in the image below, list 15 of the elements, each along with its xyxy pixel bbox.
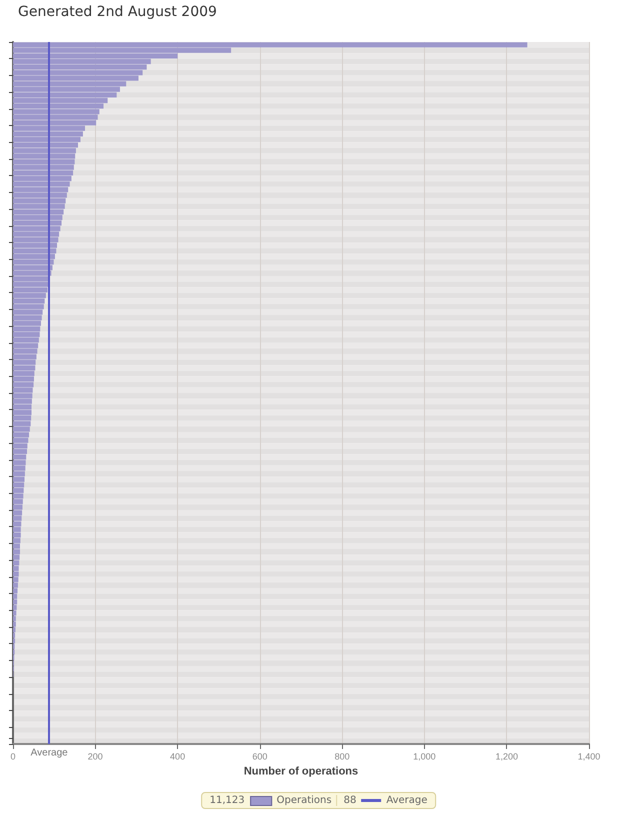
x-tick-label: 1,000 [413,752,436,762]
x-tick-label: 0 [10,752,16,762]
x-tick-label: 800 [334,752,350,762]
text: 11,123 [210,795,245,806]
x-tick-label: 200 [88,752,103,762]
x-axis-title: Number of operations [244,765,358,778]
legend-label: Operations [276,795,332,806]
x-tick-label: 1,400 [578,752,600,762]
text: 88 [336,795,356,806]
x-tick-label: 600 [252,752,268,762]
ref-line-label: Average [30,748,68,758]
chart-title: Generated 2nd August 2009 [18,4,217,20]
text: Average [386,795,428,806]
x-tick-label: 400 [170,752,186,762]
x-tick-label: 1,200 [495,752,518,762]
